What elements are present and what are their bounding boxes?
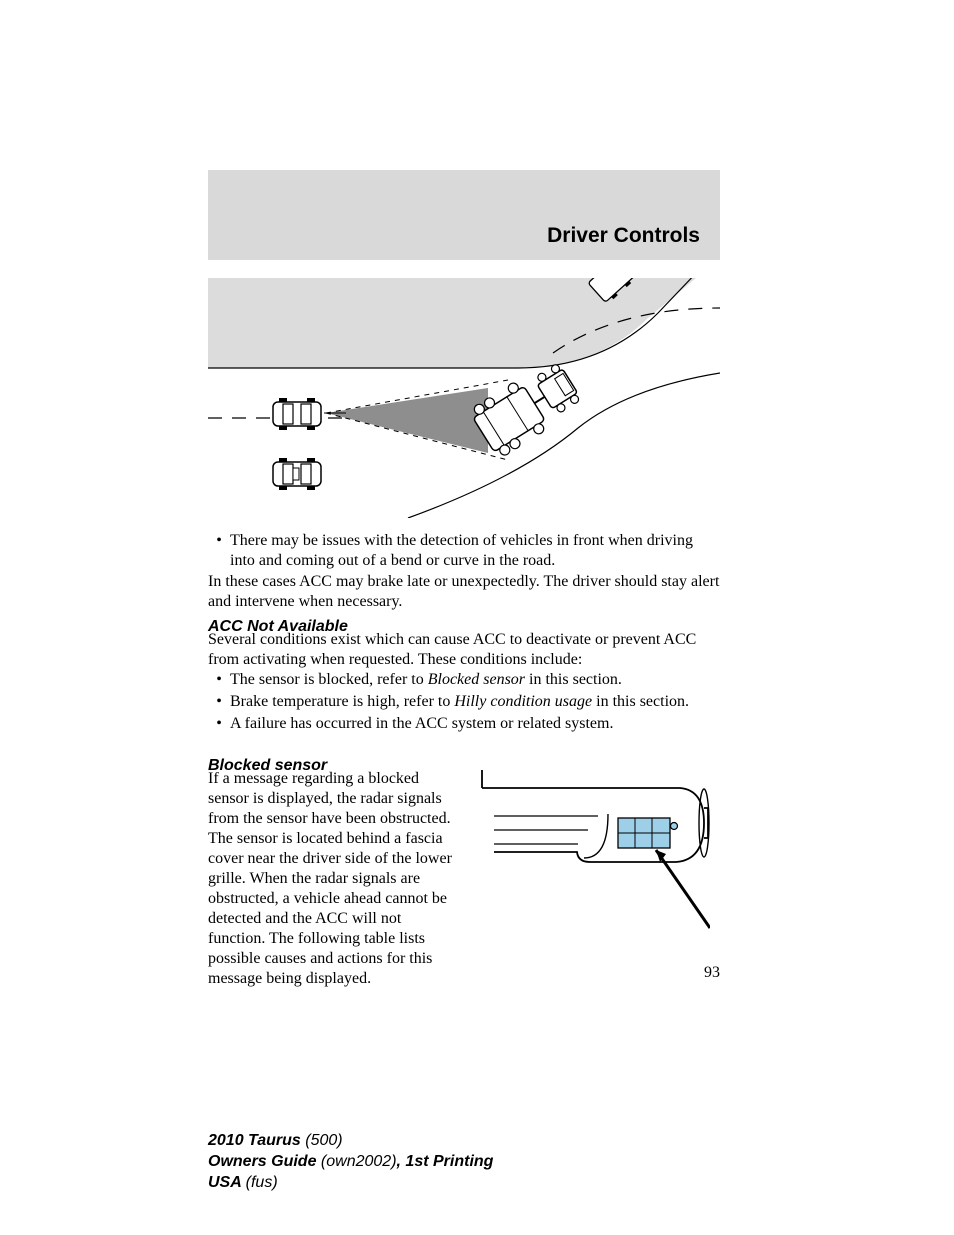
page-number: 93 — [208, 964, 720, 982]
bullet-dot-icon: • — [208, 531, 230, 571]
para-blocked-sensor: If a message regarding a blocked sensor … — [208, 769, 458, 989]
bullet-failure: A failure has occurred in the ACC system… — [230, 714, 720, 734]
bullet-text: There may be issues with the detection o… — [230, 531, 720, 571]
bullet-dot-icon: • — [208, 670, 230, 690]
bullet-blocked-sensor: The sensor is blocked, refer to Blocked … — [230, 670, 720, 690]
figure-road-bend — [208, 278, 720, 518]
footer-doc-info: 2010 Taurus (500) Owners Guide (own2002)… — [208, 1131, 493, 1193]
bullet-detection-issues: • There may be issues with the detection… — [208, 531, 720, 573]
bullet-brake-temp: Brake temperature is high, refer to Hill… — [230, 692, 720, 712]
bullet-list-conditions: • The sensor is blocked, refer to Blocke… — [208, 670, 720, 736]
header-band: Driver Controls — [208, 170, 720, 260]
footer-line-2: Owners Guide (own2002), 1st Printing — [208, 1152, 493, 1173]
figure-sensor-location — [480, 768, 710, 938]
para-conditions: Several conditions exist which can cause… — [208, 630, 720, 670]
para-acc-brake-late: In these cases ACC may brake late or une… — [208, 572, 720, 612]
footer-line-3: USA (fus) — [208, 1173, 493, 1194]
bullet-dot-icon: • — [208, 692, 230, 712]
section-title: Driver Controls — [547, 224, 700, 248]
bullet-dot-icon: • — [208, 714, 230, 734]
footer-line-1: 2010 Taurus (500) — [208, 1131, 493, 1152]
